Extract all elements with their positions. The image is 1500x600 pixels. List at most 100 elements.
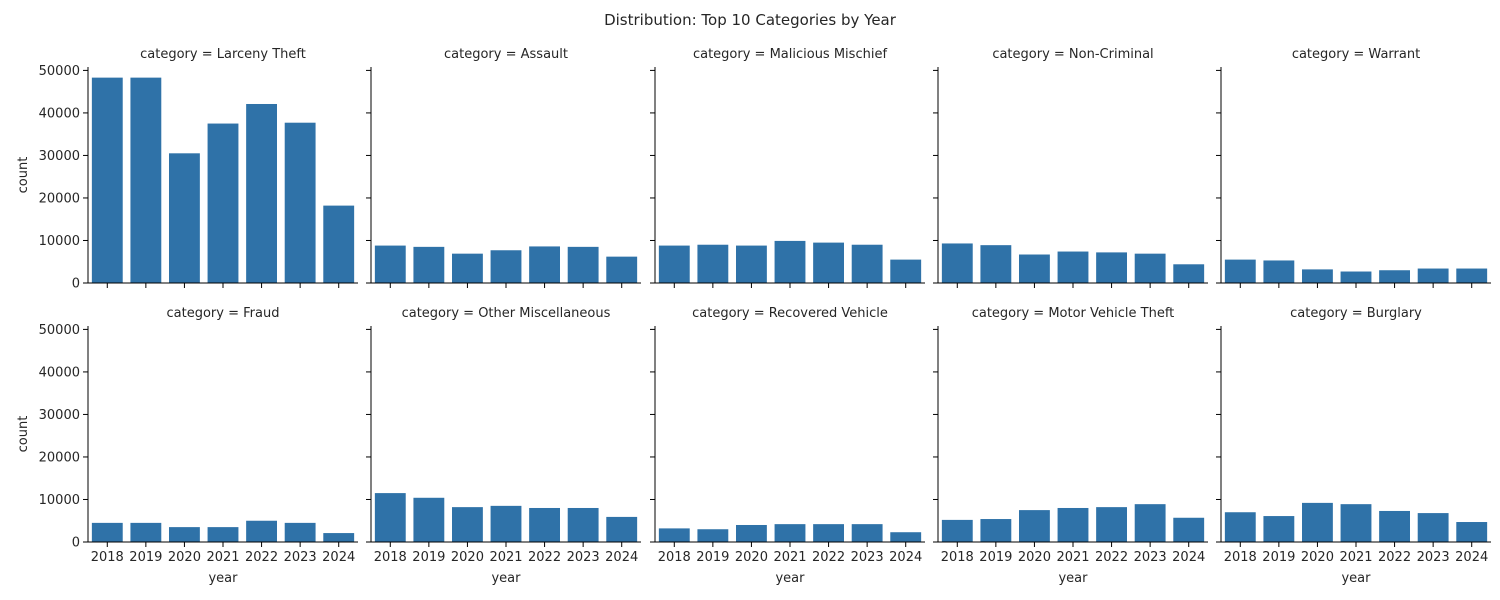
panel-title: category = Larceny Theft <box>140 47 306 62</box>
y-tick-label: 40000 <box>39 365 80 380</box>
facet-panel: category = Recovered Vehicle 2018 2019 2020… <box>650 306 925 586</box>
bar-2024 <box>1173 517 1205 542</box>
bar-2018 <box>91 77 123 283</box>
x-tick-label: 2019 <box>412 550 445 565</box>
bar-2021 <box>1340 504 1372 542</box>
bar-2023 <box>567 507 599 542</box>
x-tick-label: 2021 <box>489 550 522 565</box>
bar-2021 <box>490 250 522 283</box>
x-tick-label: 2019 <box>979 550 1012 565</box>
bar-2019 <box>1263 260 1295 283</box>
x-tick-label: 2022 <box>812 550 845 565</box>
bar-2023 <box>1134 253 1166 283</box>
bar-2020 <box>452 253 483 283</box>
bar-2018 <box>1224 259 1256 283</box>
bar-2018 <box>941 519 973 542</box>
bar-2023 <box>1417 513 1449 542</box>
y-axis-label: count <box>16 157 31 194</box>
bar-2024 <box>890 259 922 283</box>
bar-2022 <box>529 246 560 283</box>
facet-panels: category = Larceny Theft 0 10000 20000 30000… <box>16 47 1491 586</box>
bar-2018 <box>658 528 690 542</box>
bar-2021 <box>774 524 806 542</box>
x-tick-label: 2024 <box>1455 550 1488 565</box>
bar-2024 <box>606 516 638 542</box>
panel-title: category = Assault <box>444 47 568 62</box>
y-tick-label: 30000 <box>39 408 80 423</box>
bar-2020 <box>1302 269 1333 283</box>
x-axis-label: year <box>1341 571 1371 586</box>
facet-panel: category = Motor Vehicle Theft 2018 2019 20… <box>933 306 1208 586</box>
bar-2022 <box>1379 270 1410 283</box>
bar-2024 <box>1456 268 1488 283</box>
x-tick-label: 2023 <box>851 550 884 565</box>
figure-title: Distribution: Top 10 Categories by Year <box>604 11 897 29</box>
bar-2019 <box>413 497 445 542</box>
x-tick-label: 2024 <box>322 550 355 565</box>
y-tick-label: 10000 <box>39 493 80 508</box>
panel-title: category = Warrant <box>1292 47 1420 62</box>
bar-2022 <box>813 242 844 283</box>
bar-2023 <box>284 522 316 542</box>
bar-2023 <box>1417 268 1449 283</box>
bar-2020 <box>169 153 200 283</box>
x-tick-label: 2021 <box>1339 550 1372 565</box>
x-tick-label: 2024 <box>889 550 922 565</box>
x-tick-label: 2020 <box>1018 550 1051 565</box>
x-tick-label: 2018 <box>374 550 407 565</box>
bar-2020 <box>169 527 200 542</box>
bar-2024 <box>323 205 355 283</box>
facet-panel: category = Burglary 2018 2019 2020 2021 2022 2… <box>1216 306 1491 586</box>
x-tick-label: 2020 <box>451 550 484 565</box>
bar-2018 <box>91 522 123 542</box>
bar-2019 <box>130 522 162 542</box>
bar-2019 <box>1263 516 1295 542</box>
bar-2022 <box>246 103 277 284</box>
y-tick-label: 40000 <box>39 106 80 121</box>
x-tick-label: 2021 <box>206 550 239 565</box>
panel-title: category = Motor Vehicle Theft <box>972 306 1175 321</box>
bar-2023 <box>284 122 316 283</box>
bar-2023 <box>851 244 883 283</box>
bar-2024 <box>890 532 922 542</box>
bar-2023 <box>1134 504 1166 542</box>
x-tick-label: 2022 <box>528 550 561 565</box>
x-tick-label: 2020 <box>168 550 201 565</box>
bar-2022 <box>813 524 844 542</box>
bar-2021 <box>1057 507 1089 542</box>
bar-2022 <box>529 507 560 542</box>
bar-2020 <box>452 507 483 542</box>
x-tick-label: 2024 <box>1172 550 1205 565</box>
panel-title: category = Burglary <box>1290 306 1422 321</box>
x-axis-label: year <box>491 571 521 586</box>
bar-2019 <box>697 529 729 542</box>
bar-2024 <box>1173 264 1205 283</box>
bar-2019 <box>130 77 162 283</box>
x-tick-label: 2023 <box>567 550 600 565</box>
y-tick-label: 0 <box>72 536 80 551</box>
bar-2024 <box>1456 522 1488 542</box>
x-tick-label: 2024 <box>605 550 638 565</box>
bar-2023 <box>567 246 599 283</box>
bar-2022 <box>1096 252 1127 283</box>
bar-2018 <box>1224 512 1256 542</box>
facet-panel: category = Fraud 0 10000 20000 30000 40000 500… <box>16 306 358 586</box>
x-tick-label: 2018 <box>91 550 124 565</box>
bar-2020 <box>736 524 767 542</box>
facet-panel: category = Larceny Theft 0 10000 20000 30000… <box>16 47 358 292</box>
panel-title: category = Fraud <box>167 306 280 321</box>
bar-2019 <box>697 244 729 283</box>
bar-2020 <box>736 245 767 283</box>
x-tick-label: 2019 <box>1262 550 1295 565</box>
bar-2021 <box>490 505 522 542</box>
x-tick-label: 2019 <box>129 550 162 565</box>
facet-panel: category = Malicious Mischief <box>650 47 925 288</box>
bar-2018 <box>658 245 690 283</box>
x-tick-label: 2023 <box>1417 550 1450 565</box>
x-tick-label: 2021 <box>1056 550 1089 565</box>
bar-2024 <box>606 256 638 283</box>
bar-2021 <box>774 240 806 283</box>
panel-title: category = Non-Criminal <box>992 47 1153 62</box>
facet-panel: category = Warrant <box>1216 47 1491 288</box>
